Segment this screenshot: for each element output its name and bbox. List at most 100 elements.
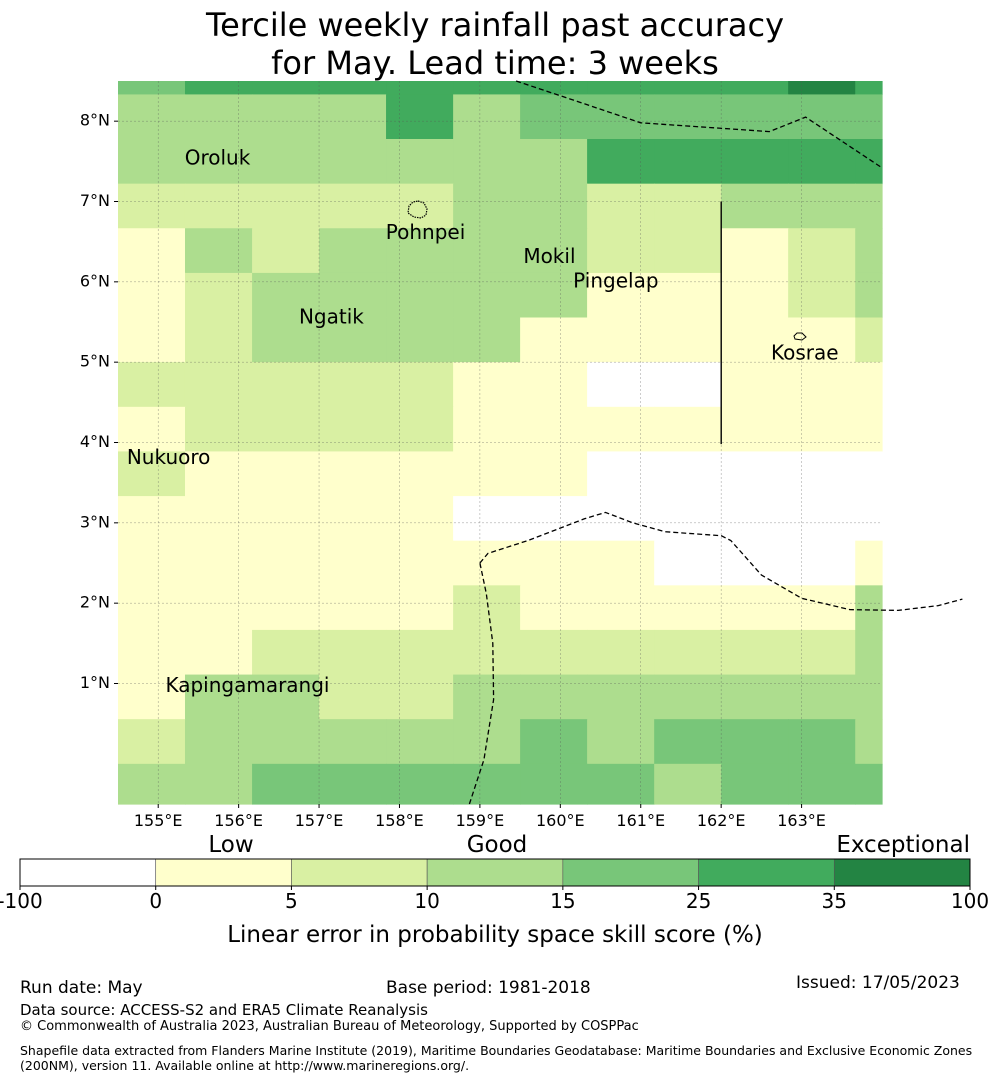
skill-cell <box>319 540 387 586</box>
skill-cell <box>386 540 454 586</box>
colorbar-tick-label: 35 <box>822 889 847 913</box>
skill-cell <box>319 719 387 765</box>
place-label: Mokil <box>523 244 575 268</box>
skill-cell <box>721 451 789 497</box>
skill-cell <box>184 317 253 363</box>
skill-cell <box>252 496 320 542</box>
skill-cell <box>721 719 789 765</box>
skill-cell <box>386 183 454 229</box>
skill-cell <box>654 183 722 229</box>
skill-cell <box>118 183 186 229</box>
skill-cell <box>118 406 186 453</box>
chart-title: Tercile weekly rainfall past accuracy fo… <box>0 6 990 82</box>
colorbar-swatch <box>155 858 292 887</box>
skill-cell <box>520 674 588 720</box>
skill-cell <box>319 763 387 805</box>
skill-cell <box>721 94 789 140</box>
skill-cell <box>855 317 883 363</box>
skill-cell <box>654 228 722 274</box>
skill-cell <box>654 496 722 542</box>
skill-cell <box>319 94 387 140</box>
skill-cell <box>788 451 856 497</box>
skill-cell <box>386 406 454 453</box>
skill-cell <box>118 362 186 408</box>
skill-cell <box>184 585 253 631</box>
colorbar-category-good: Good <box>467 832 528 858</box>
skill-cell <box>118 94 186 140</box>
skill-cell <box>721 139 789 185</box>
skill-cell <box>386 362 454 408</box>
skill-cell <box>721 629 789 676</box>
skill-cell <box>118 81 186 96</box>
skill-cell <box>184 763 253 805</box>
skill-cell <box>587 719 655 765</box>
skill-cell <box>453 763 521 805</box>
colorbar-tick-label: 10 <box>414 889 439 913</box>
colorbar-tick-label: 25 <box>686 889 711 913</box>
skill-cell <box>118 451 186 497</box>
skill-cell <box>520 629 588 676</box>
skill-cell <box>721 674 789 720</box>
run-date-text: Run date: May <box>20 978 143 998</box>
skill-cell <box>386 719 454 765</box>
lat-tick-label: 5°N <box>80 352 110 371</box>
issued-date-text: Issued: 17/05/2023 <box>796 973 960 993</box>
lon-tick-label: 155°E <box>134 811 183 830</box>
skill-cell <box>855 674 883 720</box>
skill-cell <box>654 540 722 586</box>
skill-cell <box>453 585 521 631</box>
lon-tick-label: 160°E <box>536 811 585 830</box>
copyright-text: © Commonwealth of Australia 2023, Austra… <box>20 1019 639 1034</box>
skill-cell <box>453 451 521 497</box>
skill-cell <box>654 585 722 631</box>
lon-tick-label: 159°E <box>456 811 505 830</box>
lon-tick-label: 163°E <box>777 811 826 830</box>
skill-cell <box>855 540 883 586</box>
skill-cell <box>118 228 186 274</box>
lat-tick-label: 2°N <box>80 593 110 612</box>
skill-cell <box>721 272 789 319</box>
skill-cell <box>587 763 655 805</box>
skill-cell <box>721 317 789 363</box>
skill-cell <box>319 674 387 720</box>
skill-cell <box>520 719 588 765</box>
skill-cell <box>319 139 387 185</box>
skill-cell <box>184 451 253 497</box>
lat-tick-label: 7°N <box>80 191 110 210</box>
skill-cell <box>721 183 789 229</box>
eez-boundary-west <box>468 562 495 805</box>
skill-cell <box>788 629 856 676</box>
skill-cell <box>252 540 320 586</box>
eez-boundary-layer <box>468 80 963 805</box>
skill-cell <box>587 228 655 274</box>
skill-cell <box>587 317 655 363</box>
place-label: Oroluk <box>185 145 251 169</box>
skill-cell <box>386 451 454 497</box>
skill-cell <box>184 540 253 586</box>
colorbar-tick-label: 5 <box>285 889 298 913</box>
skill-cell <box>184 674 253 720</box>
skill-cell <box>587 272 655 319</box>
skill-cell <box>453 317 521 363</box>
skill-cell <box>453 362 521 408</box>
skill-cell <box>386 94 454 140</box>
colorbar-swatch <box>833 858 971 887</box>
skill-cell <box>855 496 883 542</box>
skill-cell <box>654 317 722 363</box>
lon-tick-label: 162°E <box>697 811 746 830</box>
skill-cell <box>788 81 856 96</box>
skill-cell <box>319 81 387 96</box>
skill-cell <box>855 272 883 319</box>
eez-boundary-south <box>479 511 963 612</box>
skill-cell <box>855 629 883 676</box>
skill-cell <box>788 540 856 586</box>
skill-cell <box>721 228 789 274</box>
skill-cell <box>252 362 320 408</box>
skill-cell <box>319 272 387 319</box>
skill-cell <box>587 585 655 631</box>
skill-cell <box>118 585 186 631</box>
skill-cell <box>118 763 186 805</box>
skill-cell <box>788 406 856 453</box>
skill-cell <box>654 629 722 676</box>
